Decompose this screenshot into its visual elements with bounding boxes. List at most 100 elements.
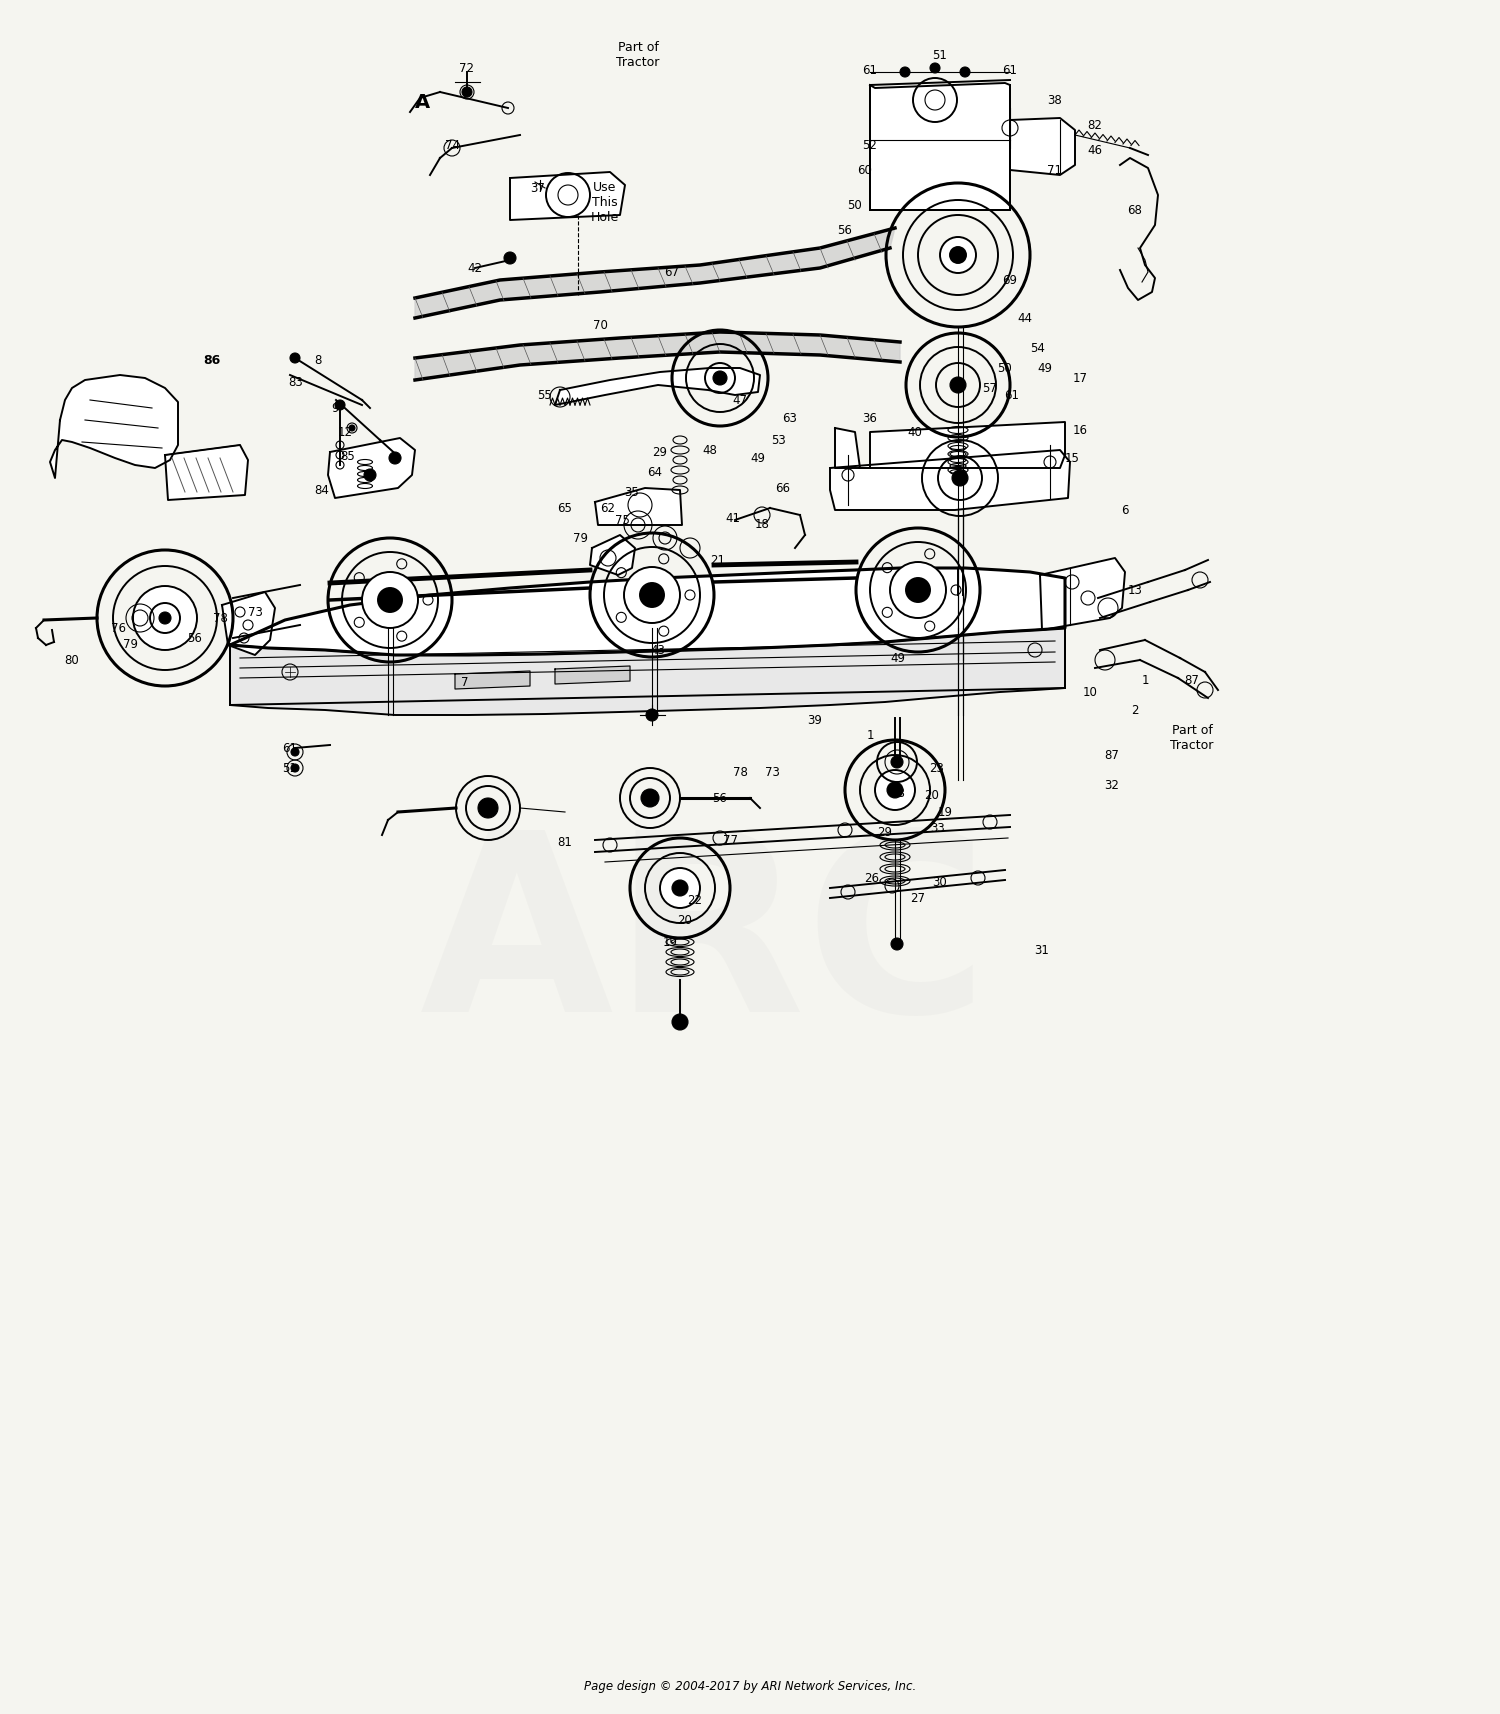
Circle shape [159, 612, 171, 624]
Text: 23: 23 [930, 761, 945, 775]
Text: 79: 79 [123, 639, 138, 651]
Polygon shape [1040, 559, 1125, 631]
Circle shape [660, 867, 700, 908]
Text: 72: 72 [459, 62, 474, 74]
Circle shape [960, 67, 970, 77]
Text: 87: 87 [1104, 749, 1119, 761]
Circle shape [364, 470, 376, 482]
Text: 28: 28 [891, 787, 906, 799]
Text: 61: 61 [282, 742, 297, 754]
Text: 1: 1 [867, 728, 873, 742]
Text: 30: 30 [933, 876, 948, 888]
Text: 35: 35 [624, 485, 639, 499]
Circle shape [134, 586, 196, 650]
Text: 17: 17 [1072, 372, 1088, 384]
Circle shape [940, 237, 976, 273]
Polygon shape [222, 591, 274, 655]
Circle shape [624, 567, 680, 622]
Text: 33: 33 [930, 821, 945, 835]
Circle shape [906, 578, 930, 602]
Text: 69: 69 [1002, 274, 1017, 286]
Text: 48: 48 [702, 444, 717, 456]
Polygon shape [416, 333, 900, 381]
Text: 49: 49 [750, 451, 765, 464]
Text: 75: 75 [615, 514, 630, 526]
Text: 32: 32 [1104, 778, 1119, 792]
Polygon shape [590, 535, 634, 574]
Text: 73: 73 [765, 766, 780, 778]
Polygon shape [870, 82, 1010, 211]
Text: 61: 61 [862, 63, 877, 77]
Text: Use
This
Hole: Use This Hole [591, 180, 620, 223]
Text: 19: 19 [938, 806, 952, 819]
Text: 7: 7 [462, 675, 468, 689]
Circle shape [900, 67, 910, 77]
Circle shape [378, 588, 402, 612]
Text: 81: 81 [558, 835, 573, 848]
Text: 85: 85 [340, 449, 356, 463]
Text: 82: 82 [1088, 118, 1102, 132]
Circle shape [950, 377, 966, 393]
Polygon shape [555, 667, 630, 684]
Polygon shape [510, 171, 626, 219]
Text: 76: 76 [111, 622, 126, 634]
Circle shape [890, 562, 946, 619]
Text: 19: 19 [663, 936, 678, 948]
Text: 87: 87 [1185, 674, 1200, 687]
Circle shape [891, 938, 903, 950]
Circle shape [291, 764, 298, 771]
Circle shape [950, 247, 966, 262]
Text: ARC: ARC [420, 821, 990, 1064]
Text: 84: 84 [315, 483, 330, 497]
Circle shape [291, 747, 298, 756]
Text: 65: 65 [558, 502, 573, 514]
Text: 56: 56 [188, 631, 202, 644]
Polygon shape [1010, 118, 1076, 175]
Text: 20: 20 [678, 914, 693, 927]
Text: 2: 2 [1131, 703, 1138, 716]
Circle shape [891, 756, 903, 768]
Text: 44: 44 [1017, 312, 1032, 324]
Text: 62: 62 [600, 502, 615, 514]
Text: 67: 67 [664, 266, 680, 278]
Text: 83: 83 [288, 375, 303, 389]
Text: 37: 37 [531, 182, 546, 194]
Polygon shape [165, 446, 248, 500]
Circle shape [290, 353, 300, 363]
Circle shape [350, 425, 355, 430]
Text: 52: 52 [862, 139, 877, 151]
Text: 79: 79 [573, 531, 588, 545]
Text: 38: 38 [1047, 94, 1062, 106]
Text: 73: 73 [248, 605, 262, 619]
Polygon shape [230, 627, 1065, 715]
Text: 26: 26 [864, 871, 879, 884]
Text: 66: 66 [776, 482, 790, 495]
Polygon shape [328, 439, 416, 499]
Text: 43: 43 [651, 643, 666, 656]
Text: 29: 29 [878, 826, 892, 838]
Text: 57: 57 [982, 382, 998, 394]
Circle shape [952, 470, 968, 487]
Circle shape [478, 799, 498, 818]
Text: 80: 80 [64, 653, 80, 667]
Text: 86: 86 [204, 353, 220, 367]
Circle shape [640, 788, 658, 807]
Circle shape [646, 710, 658, 722]
Text: 1: 1 [1142, 674, 1149, 687]
Circle shape [874, 770, 915, 811]
Text: 39: 39 [807, 713, 822, 727]
Polygon shape [454, 670, 530, 689]
Text: 18: 18 [754, 519, 770, 531]
Text: Page design © 2004-2017 by ARI Network Services, Inc.: Page design © 2004-2017 by ARI Network S… [584, 1680, 916, 1693]
Circle shape [672, 879, 688, 896]
Text: 54: 54 [1030, 341, 1045, 355]
Text: 21: 21 [711, 554, 726, 567]
Circle shape [388, 452, 400, 464]
Text: 53: 53 [771, 434, 786, 447]
Text: 49: 49 [1038, 362, 1053, 374]
Text: 49: 49 [891, 651, 906, 665]
Text: 22: 22 [687, 893, 702, 907]
Text: 51: 51 [282, 761, 297, 775]
Text: 13: 13 [1128, 583, 1143, 596]
Circle shape [462, 87, 472, 98]
